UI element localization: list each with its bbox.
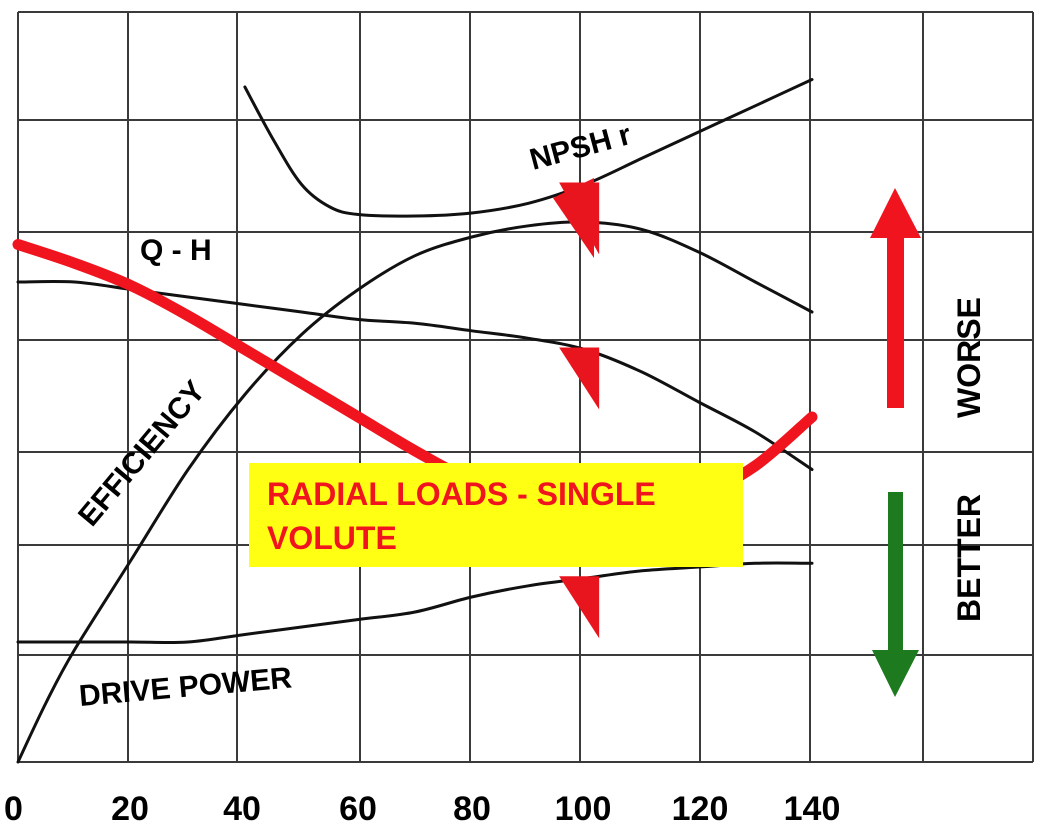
annotation-line-2: VOLUTE bbox=[267, 520, 397, 556]
x-tick-80: 80 bbox=[453, 790, 491, 828]
npsh-curve bbox=[243, 78, 814, 218]
drive-power-indicator bbox=[559, 576, 600, 639]
efficiency-label: EFFICIENCY bbox=[72, 375, 212, 533]
drive-power-label: DRIVE POWER bbox=[78, 661, 294, 712]
x-axis-ticks: 0 20 40 60 80 100 120 140 bbox=[4, 790, 840, 828]
x-tick-0: 0 bbox=[4, 790, 23, 828]
annotation-line-1: RADIAL LOADS - SINGLE bbox=[267, 476, 656, 512]
x-tick-20: 20 bbox=[111, 790, 149, 828]
qh-label: Q - H bbox=[140, 234, 212, 267]
annotation-box bbox=[249, 463, 743, 567]
better-label: BETTER bbox=[951, 494, 987, 622]
x-tick-40: 40 bbox=[223, 790, 261, 828]
worse-arrow bbox=[870, 188, 921, 408]
x-tick-120: 120 bbox=[672, 790, 729, 828]
grid bbox=[17, 11, 1034, 763]
worse-label: WORSE bbox=[951, 297, 987, 418]
x-tick-100: 100 bbox=[555, 790, 612, 828]
efficiency-curve bbox=[16, 220, 814, 764]
curves bbox=[12, 78, 818, 764]
efficiency-indicator bbox=[553, 178, 594, 258]
x-tick-60: 60 bbox=[339, 790, 377, 828]
better-arrow bbox=[872, 492, 919, 697]
x-tick-140: 140 bbox=[784, 790, 841, 828]
drive-power-curve bbox=[16, 561, 814, 645]
qh-indicator bbox=[559, 347, 600, 410]
